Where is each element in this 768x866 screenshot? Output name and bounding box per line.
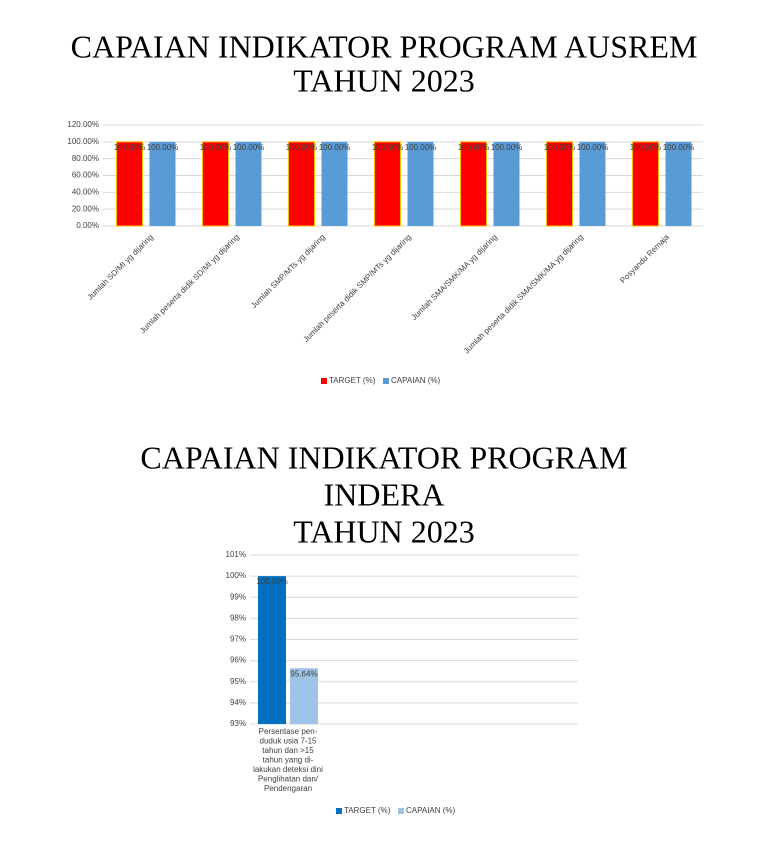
bar — [235, 141, 262, 226]
bar — [665, 141, 692, 226]
bar — [407, 141, 434, 226]
y-tick-label: 100.00% — [67, 137, 99, 146]
bar — [290, 668, 318, 724]
bar — [202, 141, 229, 227]
value-label: 100.00% — [544, 143, 576, 152]
y-tick-label: 97% — [230, 635, 246, 644]
bar — [321, 141, 348, 226]
y-tick-label: 96% — [230, 656, 246, 665]
value-label: 95.64% — [290, 669, 317, 678]
value-label: 100.00% — [147, 143, 179, 152]
chart-title: CAPAIAN INDIKATOR PROGRAM — [140, 439, 627, 475]
x-tick-label: lakukan deteksi dini — [253, 765, 323, 774]
x-tick-label: Jumlah SMA/SMK/MA yg dijaring — [410, 233, 499, 322]
value-label: 100.00% — [458, 143, 490, 152]
legend-swatch — [398, 808, 404, 814]
y-tick-label: 95% — [230, 677, 246, 686]
legend-swatch — [321, 378, 327, 384]
bar — [149, 141, 176, 226]
y-tick-label: 98% — [230, 613, 246, 622]
x-tick-label: Jumlah peserta didik SD/MI yg dijaring — [138, 233, 241, 336]
bar — [116, 141, 143, 227]
y-tick-label: 0.00% — [76, 221, 99, 230]
x-tick-label: Persentase pen- — [259, 727, 318, 736]
legend-label: TARGET (%) — [344, 806, 391, 815]
bar — [258, 576, 286, 724]
value-label: 100.00% — [319, 143, 351, 152]
bar — [579, 141, 606, 226]
value-label: 100.00% — [577, 143, 609, 152]
bar — [632, 141, 659, 227]
x-tick-label: Pendengaran — [264, 784, 312, 793]
y-tick-label: 60.00% — [72, 171, 99, 180]
value-label: 100.00% — [114, 143, 146, 152]
value-label: 100.00% — [286, 143, 318, 152]
legend-label: CAPAIAN (%) — [406, 806, 456, 815]
value-label: 100.00% — [372, 143, 404, 152]
x-tick-label: Jumlah SMP/MTs yg dijaring — [249, 233, 327, 311]
x-tick-label: tahun dan >15 — [262, 746, 314, 755]
chart-title: INDERA — [324, 476, 445, 512]
value-label: 100.00% — [256, 577, 288, 586]
legend-swatch — [336, 808, 342, 814]
y-tick-label: 94% — [230, 698, 246, 707]
x-tick-label: Jumlah peserta didik SMP/MTs yg dijaring — [302, 233, 413, 344]
chart-title: TAHUN 2023 — [293, 513, 474, 549]
value-label: 100.00% — [233, 143, 265, 152]
x-tick-label: Penglihatan dan/ — [258, 775, 319, 784]
chart-title: CAPAIAN INDIKATOR PROGRAM AUSREM — [71, 28, 698, 64]
legend-label: TARGET (%) — [329, 376, 376, 385]
value-label: 100.00% — [491, 143, 523, 152]
legend-label: CAPAIAN (%) — [391, 376, 441, 385]
y-tick-label: 20.00% — [72, 204, 99, 213]
x-tick-label: Posyandu Remaja — [618, 232, 671, 285]
y-tick-label: 40.00% — [72, 187, 99, 196]
bar — [493, 141, 520, 226]
y-tick-label: 93% — [230, 719, 246, 728]
value-label: 100.00% — [200, 143, 232, 152]
x-tick-label: tahun yang di- — [263, 756, 314, 765]
bar — [374, 141, 401, 227]
value-label: 100.00% — [663, 143, 695, 152]
value-label: 100.00% — [405, 143, 437, 152]
y-tick-label: 120.00% — [67, 120, 99, 129]
legend-swatch — [383, 378, 389, 384]
value-label: 100.00% — [630, 143, 662, 152]
y-tick-label: 101% — [226, 550, 246, 559]
bar — [460, 141, 487, 227]
x-tick-label: Jumlah SD/MI yg dijaring — [86, 233, 155, 302]
y-tick-label: 99% — [230, 592, 246, 601]
x-tick-label: duduk usia 7-15 — [260, 737, 317, 746]
bar — [288, 141, 315, 227]
chart-title: TAHUN 2023 — [293, 62, 474, 98]
y-tick-label: 100% — [226, 571, 246, 580]
bar — [546, 141, 573, 227]
y-tick-label: 80.00% — [72, 154, 99, 163]
